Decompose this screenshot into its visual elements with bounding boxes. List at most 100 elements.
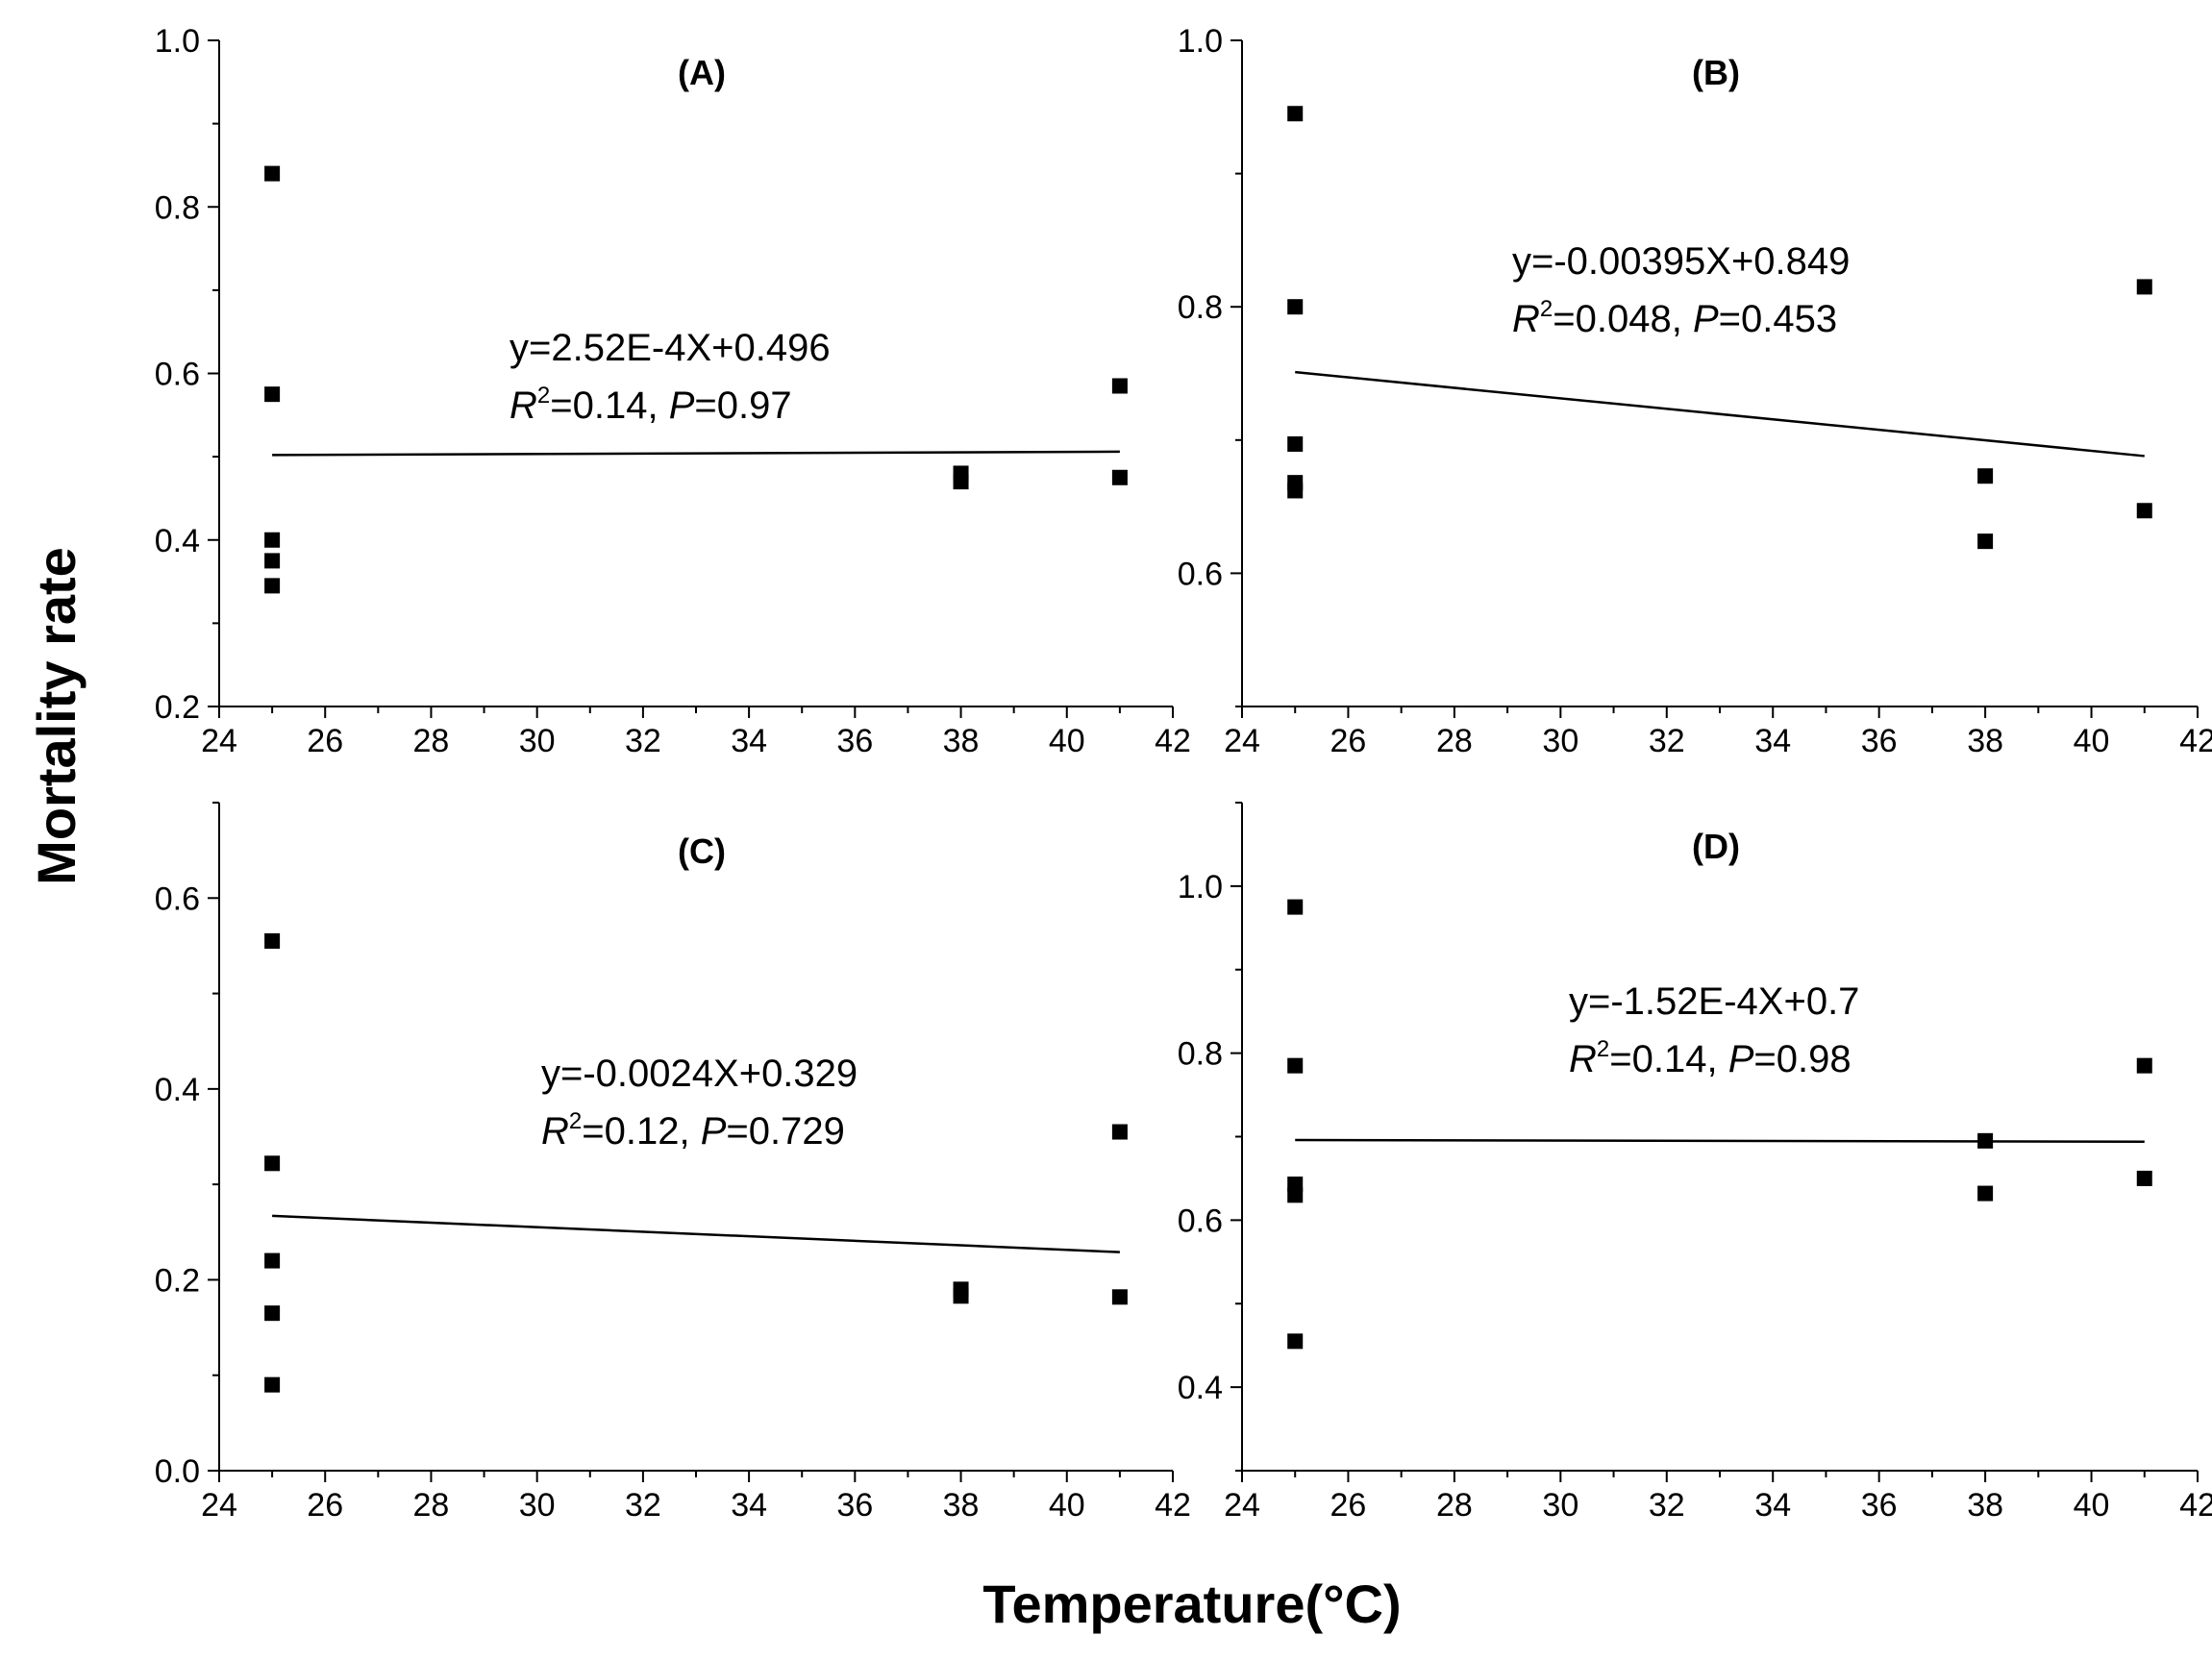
y-tick-label: 0.6: [1178, 556, 1223, 592]
data-point: [1287, 435, 1304, 452]
x-tick-label: 34: [731, 723, 767, 759]
x-tick-label: 40: [1049, 723, 1085, 759]
x-tick-label: 36: [836, 1487, 873, 1524]
x-tick-label: 42: [1155, 1487, 1191, 1524]
x-tick-label: 40: [2074, 723, 2110, 759]
data-point: [1111, 469, 1128, 485]
data-point: [264, 386, 281, 403]
y-tick-label: 0.4: [1178, 1370, 1223, 1406]
x-axis-label: Temperature(°C): [982, 1574, 1401, 1634]
data-point: [264, 532, 281, 548]
y-axis-label: Mortality rate: [26, 547, 87, 885]
x-tick-label: 36: [1861, 723, 1898, 759]
data-point: [1111, 1289, 1128, 1305]
x-tick-label: 34: [731, 1487, 767, 1524]
x-tick-label: 32: [1649, 1487, 1685, 1524]
data-point: [953, 474, 969, 490]
x-tick-label: 38: [1967, 1487, 2003, 1524]
data-point: [264, 165, 281, 182]
y-tick-label: 1.0: [155, 23, 200, 60]
panel-title: (B): [1692, 53, 1740, 92]
x-tick-label: 30: [519, 723, 556, 759]
x-tick-label: 24: [201, 1487, 237, 1524]
x-tick-label: 36: [1861, 1487, 1898, 1524]
panel-title: (A): [678, 53, 726, 92]
data-point: [1111, 1124, 1128, 1140]
p-symbol: P: [669, 384, 695, 427]
x-tick-label: 34: [1754, 1487, 1791, 1524]
p-symbol: P: [1693, 298, 1719, 340]
r-squared-superscript: 2: [1540, 296, 1553, 322]
x-tick-label: 30: [1542, 723, 1578, 759]
data-point: [264, 578, 281, 594]
y-tick-label: 0.0: [155, 1453, 200, 1490]
x-tick-label: 26: [307, 1487, 343, 1524]
data-point: [1287, 299, 1304, 315]
data-point: [264, 1155, 281, 1172]
data-point: [2136, 1057, 2152, 1074]
x-tick-label: 36: [836, 723, 873, 759]
data-point: [1977, 468, 1994, 484]
y-tick-label: 1.0: [1178, 23, 1223, 60]
y-tick-label: 0.6: [155, 880, 200, 917]
y-tick-label: 1.0: [1178, 869, 1223, 905]
data-point: [1111, 378, 1128, 394]
regression-line: [272, 450, 1120, 457]
data-point: [1287, 106, 1304, 122]
r-squared-superscript: 2: [569, 1108, 582, 1134]
p-symbol: P: [701, 1110, 727, 1153]
x-tick-label: 38: [943, 723, 980, 759]
regression-equation: y=2.52E-4X+0.496: [510, 327, 831, 369]
x-tick-label: 26: [1330, 723, 1367, 759]
x-tick-label: 26: [307, 723, 343, 759]
x-tick-label: 28: [1436, 1487, 1473, 1524]
p-value: =0.453: [1719, 298, 1837, 340]
r-squared-symbol: R: [510, 384, 537, 427]
panel-d: 24 26 28 30 32 34 36 38 40 42 0.4 0.6 0.8 1.0 (D) y=-1.…: [1178, 802, 2212, 1524]
x-tick-label: 28: [1436, 723, 1473, 759]
data-point: [264, 1376, 281, 1393]
x-tick-label: 32: [625, 723, 661, 759]
p-value: =0.97: [694, 384, 791, 427]
regression-stats: R2=0.048, P=0.453: [1512, 296, 1837, 340]
x-tick-label: 38: [1967, 723, 2003, 759]
x-tick-label: 32: [625, 1487, 661, 1524]
x-tick-label: 42: [2179, 1487, 2212, 1524]
x-tick-label: 42: [1155, 723, 1191, 759]
x-tick-label: 34: [1754, 723, 1791, 759]
data-point: [1287, 483, 1304, 499]
y-tick-label: 0.4: [155, 523, 200, 559]
data-point: [1287, 1057, 1304, 1074]
x-tick-label: 24: [1224, 1487, 1260, 1524]
x-tick-label: 28: [413, 723, 450, 759]
panel-title: (D): [1692, 827, 1740, 866]
regression-stats: R2=0.14, P=0.98: [1569, 1036, 1852, 1080]
regression-equation: y=-0.0024X+0.329: [541, 1053, 857, 1095]
p-value: =0.729: [726, 1110, 844, 1153]
data-point: [1287, 1187, 1304, 1203]
regression-line: [1295, 1138, 2145, 1143]
x-tick-label: 30: [519, 1487, 556, 1524]
regression-stats: R2=0.14, P=0.97: [510, 383, 792, 427]
r-squared-superscript: 2: [1597, 1036, 1609, 1062]
panel-c: 24 26 28 30 32 34 36 38 40 42 0.0 0.2 0.4 0.6 (C) y=-0.…: [155, 802, 1191, 1524]
y-tick-label: 0.4: [155, 1072, 200, 1108]
y-tick-label: 0.6: [155, 357, 200, 393]
r-squared-value: =0.14,: [550, 384, 668, 427]
r-squared-value: =0.12,: [582, 1110, 700, 1153]
data-point: [953, 1288, 969, 1304]
panel-title: (C): [678, 831, 726, 871]
y-tick-label: 0.2: [155, 689, 200, 726]
r-squared-symbol: R: [1569, 1038, 1597, 1080]
regression-equation: y=-1.52E-4X+0.7: [1569, 980, 1859, 1023]
x-tick-label: 40: [2074, 1487, 2110, 1524]
x-tick-label: 30: [1542, 1487, 1578, 1524]
p-symbol: P: [1728, 1038, 1754, 1080]
data-point: [1977, 533, 1994, 550]
x-tick-label: 24: [201, 723, 237, 759]
y-tick-label: 0.8: [155, 189, 200, 226]
x-tick-label: 38: [943, 1487, 980, 1524]
x-tick-label: 40: [1049, 1487, 1085, 1524]
